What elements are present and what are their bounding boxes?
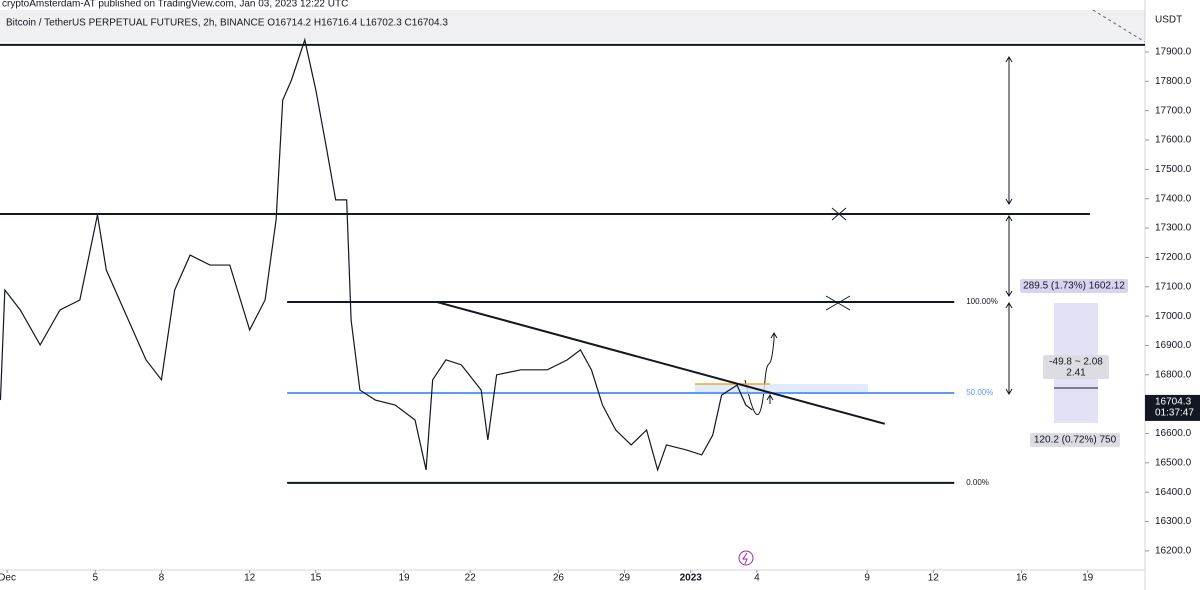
measure-lower: 120.2 (0.72%) 750 <box>1034 435 1117 446</box>
measure-label-bg <box>1030 433 1120 447</box>
event-icon <box>738 550 754 566</box>
y-tick-label: 17900.0 <box>1155 47 1192 58</box>
trendline <box>436 301 886 425</box>
y-tick-label: 17400.0 <box>1155 193 1192 204</box>
x-tick-label: 16 <box>1016 573 1028 584</box>
y-tick-label: 16900.0 <box>1155 340 1192 351</box>
measure-label-bg <box>1043 355 1109 379</box>
symbol-info: Bitcoin / TetherUS PERPETUAL FUTURES, 2h… <box>6 18 448 29</box>
x-tick-label: 12 <box>928 573 940 584</box>
x-tick-label: 12 <box>244 573 256 584</box>
y-tick-label: 17000.0 <box>1155 311 1192 322</box>
y-tick-label: 16200.0 <box>1155 546 1192 557</box>
measure-label-bg <box>1020 279 1128 293</box>
y-tick-label: 17800.0 <box>1155 76 1192 87</box>
measure-mid-range: -49.8 ~ 2.08 <box>1049 357 1103 368</box>
event-icon-bolt <box>742 552 748 565</box>
x-tick-label: 22 <box>465 573 477 584</box>
measure-upper: 289.5 (1.73%) 1602.12 <box>1023 281 1125 292</box>
y-tick-label: 16400.0 <box>1155 487 1192 498</box>
x-tick-label: 9 <box>864 573 870 584</box>
y-tick-label: 17100.0 <box>1155 281 1192 292</box>
decoration <box>1092 9 1146 43</box>
header-band <box>0 10 1145 42</box>
y-tick-label: 16600.0 <box>1155 428 1192 439</box>
x-tick-label: 26 <box>553 573 565 584</box>
fib-label: 50.00% <box>966 388 993 397</box>
x-tick-label: 2023 <box>680 573 703 584</box>
y-tick-label: 17600.0 <box>1155 135 1192 146</box>
byline: cryptoAmsterdam-AT published on TradingV… <box>2 0 348 10</box>
countdown: 01:37:47 <box>1155 408 1194 419</box>
measure-arrows <box>744 56 1013 416</box>
x-tick-label: 29 <box>619 573 631 584</box>
x-tick-label: 4 <box>754 573 760 584</box>
y-tick-label: 17500.0 <box>1155 164 1192 175</box>
x-tick-label: 15 <box>310 573 322 584</box>
last-price: 16704.3 <box>1155 397 1192 408</box>
y-tick-label: 16500.0 <box>1155 458 1192 469</box>
x-tick-label: 19 <box>398 573 410 584</box>
price-line <box>0 37 753 472</box>
zone <box>695 384 868 394</box>
y-tick-label: 17200.0 <box>1155 252 1192 263</box>
x-tick-label: Dec <box>0 573 16 584</box>
y-tick-label: 17300.0 <box>1155 223 1192 234</box>
y-tick-label: 16800.0 <box>1155 369 1192 380</box>
fib-label: 100.00% <box>966 297 998 306</box>
y-tick-label: 16300.0 <box>1155 516 1192 527</box>
x-tick-label: 8 <box>159 573 165 584</box>
measure-mid-value: 2.41 <box>1066 368 1086 379</box>
last-price-tag <box>1145 394 1200 421</box>
x-tick-label: 5 <box>92 573 98 584</box>
y-tick-label: 17700.0 <box>1155 105 1192 116</box>
fib-label: 0.00% <box>966 478 989 487</box>
currency: USDT <box>1155 15 1182 26</box>
x-tick-label: 19 <box>1082 573 1094 584</box>
